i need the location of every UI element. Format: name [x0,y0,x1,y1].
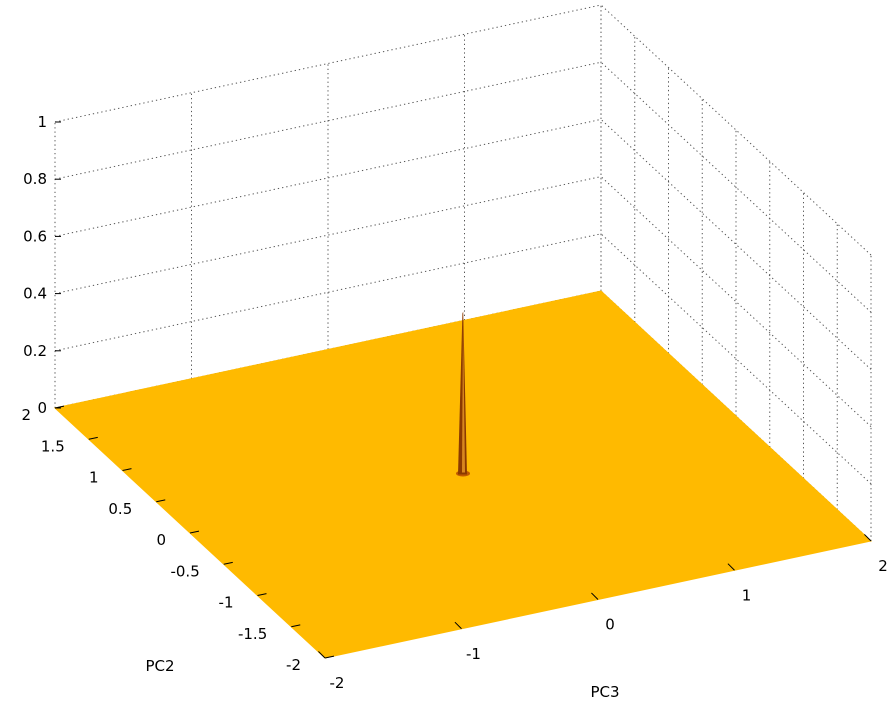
z-tick-label: 0 [37,399,47,417]
x-tick-mark [864,534,872,542]
y-tick-label: -1.5 [238,625,267,643]
y-tick-label: 1 [89,469,99,487]
x-tick-mark [591,592,599,600]
y-tick-mark [156,499,166,503]
grid-line-back-horizontal [54,176,602,295]
z-tick-label: 0.6 [23,227,47,245]
y-tick-label: 1.5 [41,437,65,455]
y-tick-label: -2 [286,656,301,674]
y-tick-label: 2 [21,406,31,424]
grid-line-side-horizontal [600,119,872,370]
z-tick-label: 1 [37,113,47,131]
grid-line-back-horizontal [54,118,602,237]
grid-line-side-horizontal [600,233,872,485]
x-tick-label: 1 [742,586,752,604]
y-tick-label: -1 [219,594,234,612]
y-tick-mark [324,655,335,659]
peak-spike [458,311,467,475]
grid-line-back-horizontal [54,4,602,123]
y-tick-mark [54,405,65,409]
grid-line-back-horizontal [54,61,602,180]
y-tick-mark [189,530,200,534]
y-tick-mark [223,561,233,565]
grid-line-side-horizontal [600,176,872,427]
x-axis-label: PC3 [590,683,619,701]
x-tick-mark [454,621,462,630]
x-tick-label: -1 [466,645,481,663]
y-tick-label: 0.5 [108,500,132,518]
grid-line-side-horizontal [600,4,872,256]
z-tick-label: 0.4 [23,285,47,303]
x-tick-mark [727,563,735,571]
y-tick-mark [88,436,98,440]
z-tick-label: 0.2 [23,342,47,360]
axes: 00.20.40.60.81-2-1.5-1-0.500.511.52-2-10… [21,113,887,692]
grid-line-back-horizontal [54,233,602,352]
grid-lines [54,4,872,542]
y-axis-label: PC2 [145,657,174,675]
y-tick-mark [122,468,132,471]
x-tick-mark [318,651,326,659]
grid-line-side-horizontal [600,61,872,313]
y-tick-label: 0 [156,531,166,549]
y-tick-label: -0.5 [170,562,199,580]
x-tick-label: 2 [878,557,888,575]
y-tick-mark [291,624,301,628]
peak-highlight [462,321,465,473]
y-tick-mark [257,593,267,596]
x-tick-label: 0 [605,616,615,634]
x-tick-label: -2 [330,674,345,692]
z-tick-label: 0.8 [23,170,47,188]
